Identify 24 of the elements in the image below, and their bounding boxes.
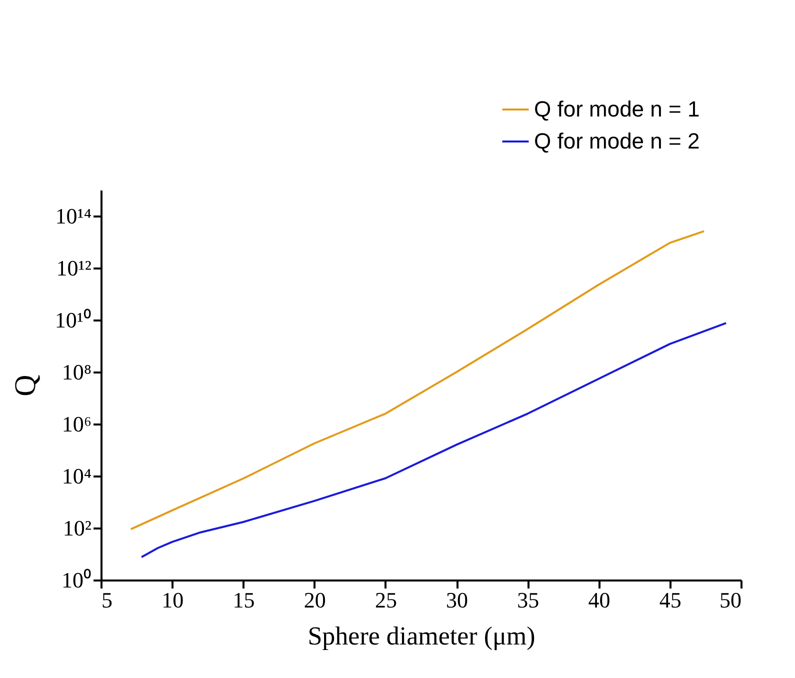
y-tick-label: 10¹⁴ (55, 204, 92, 228)
line-series (130, 230, 706, 530)
y-tick-label: 10⁶ (62, 412, 92, 436)
x-tick-label: 5 (102, 588, 112, 612)
y-tick-label: 10² (62, 516, 92, 540)
x-tick-label: 30 (446, 588, 468, 612)
x-tick-label: 15 (232, 588, 255, 612)
x-tick-label: 40 (588, 588, 610, 612)
x-axis-title: Sphere diameter (μm) (308, 622, 536, 650)
y-tick-label: 10¹⁰ (54, 308, 92, 332)
y-axis-title: Q (8, 374, 42, 396)
x-tick-label: 10 (162, 588, 184, 612)
y-tick-label: 10⁰ (62, 568, 92, 592)
y-tick-label: 10¹² (56, 256, 92, 280)
x-tick-label: 35 (517, 588, 540, 612)
x-tick-label: 50 (720, 588, 742, 612)
x-tick-label: 25 (374, 588, 397, 612)
legend-label: Q for mode n = 2 (534, 128, 700, 154)
legend-label: Q for mode n = 1 (534, 96, 700, 122)
x-tick-label: 20 (304, 588, 326, 612)
y-tick-label: 10⁸ (62, 360, 92, 384)
line-series (140, 322, 728, 558)
x-tick-label: 45 (659, 588, 682, 612)
y-tick-label: 10⁴ (62, 464, 92, 488)
